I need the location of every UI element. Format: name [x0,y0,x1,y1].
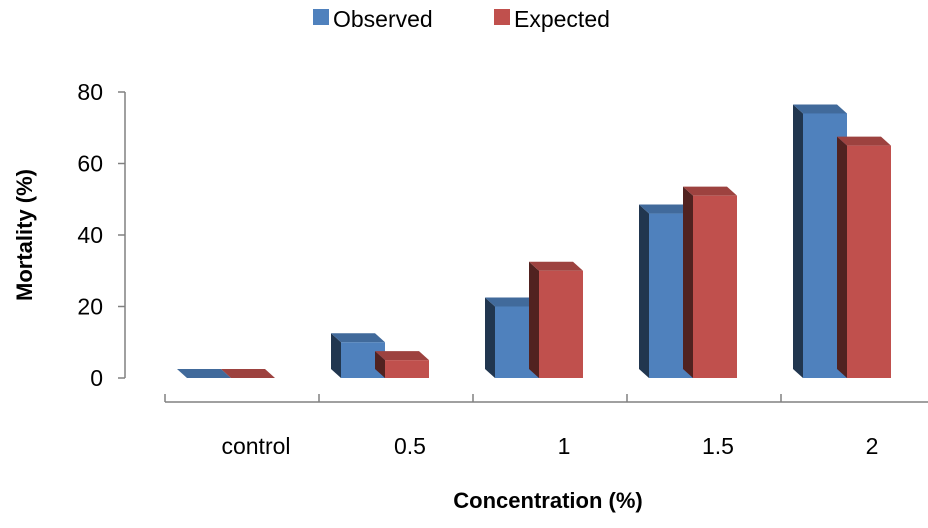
bar-side-face [529,261,539,378]
bar-side-face [837,136,847,378]
x-tick-label: control [221,433,290,459]
y-tick-label: 20 [77,294,103,320]
bar-top-face [177,369,231,378]
legend-item-expected: Expected [494,6,610,32]
x-axis-title: Concentration (%) [453,488,642,513]
bar-side-face [375,351,385,378]
x-tick-label: 1 [558,433,571,459]
bar-front-face [847,145,891,378]
bar-top-face [331,333,385,343]
bar-top-face [793,104,847,114]
bars [177,104,891,378]
bar-front-face [539,270,583,378]
legend-label: Expected [514,6,610,32]
y-axis: 0 20 40 60 80 [77,79,126,391]
bar-side-face [331,333,341,378]
bar-top-face [683,186,737,196]
legend: Observed Expected [313,6,610,32]
bar-front-face [693,195,737,378]
y-tick-label: 40 [77,222,103,248]
bar-top-face [375,351,429,361]
bar-observed-control [177,369,231,378]
legend-label: Observed [333,6,433,32]
bar-side-face [485,297,495,378]
bar-side-face [683,186,693,378]
legend-swatch [494,9,510,25]
bar-top-face [529,261,583,271]
bar-expected-2 [837,136,891,378]
bar-expected-0.5 [375,351,429,378]
bar-top-face [837,136,891,146]
legend-item-observed: Observed [313,6,433,32]
bar-side-face [639,204,649,378]
bar-expected-1.5 [683,186,737,378]
y-tick-label: 80 [77,79,103,105]
y-axis-title: Mortality (%) [12,169,37,301]
bar-front-face [385,360,429,378]
bar-side-face [793,104,803,378]
bar-expected-1 [529,261,583,378]
legend-swatch [313,9,329,25]
y-tick-label: 60 [77,151,103,177]
x-tick-label: 0.5 [394,433,426,459]
bar-top-face [221,369,275,378]
bar-expected-control [221,369,275,378]
x-tick-label: 1.5 [702,433,734,459]
bar-top-face [485,297,539,307]
y-tick-label: 0 [90,365,103,391]
bar-top-face [639,204,693,214]
x-tick-label: 2 [866,433,879,459]
x-axis: control 0.5 1 1.5 2 [164,394,928,459]
